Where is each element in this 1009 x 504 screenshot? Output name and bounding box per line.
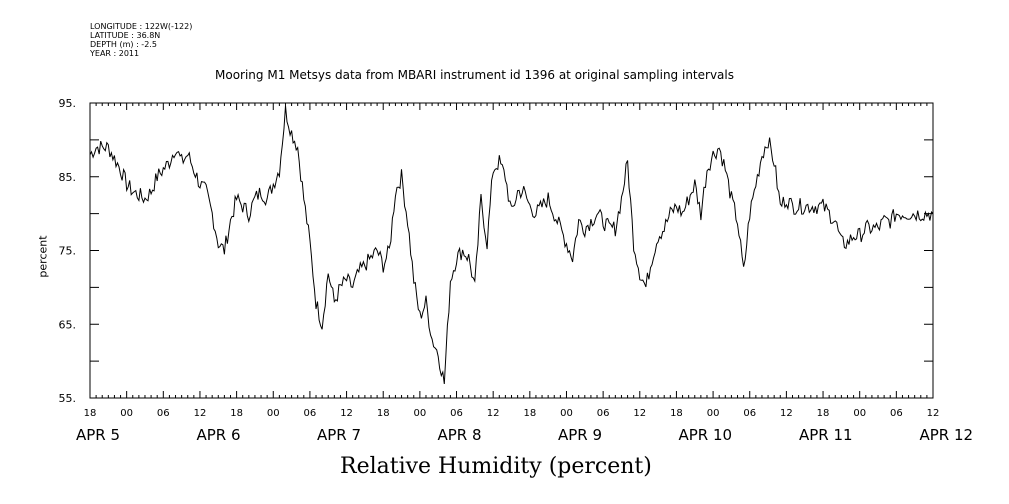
x-tick-label: 18 [84,408,97,419]
x-tick-label: 00 [267,408,280,419]
x-tick-label: 06 [743,408,756,419]
x-tick-label: 18 [230,408,243,419]
x-tick-label: 06 [304,408,317,419]
x-tick-label: 12 [927,408,940,419]
metadata-block: LONGITUDE : 122W(-122) LATITUDE : 36.8N … [90,22,192,58]
latitude-text: LATITUDE : 36.8N [90,31,161,40]
year-text: YEAR : 2011 [90,49,140,58]
x-day-label: APR 11 [799,426,853,444]
x-tick-label: 06 [597,408,610,419]
x-tick-label: 18 [670,408,683,419]
y-tick-label: 65. [59,318,77,331]
x-tick-label: 18 [523,408,536,419]
chart-title: Mooring M1 Metsys data from MBARI instru… [215,68,734,82]
x-tick-label: 00 [853,408,866,419]
x-tick-label: 12 [340,408,353,419]
longitude-text: LONGITUDE : 122W(-122) [90,22,193,31]
series-line [89,105,934,385]
x-day-label: APR 10 [679,426,733,444]
x-tick-label: 12 [194,408,207,419]
x-tick-label: 06 [157,408,170,419]
y-tick-label: 95. [59,97,77,110]
x-tick-label: 00 [707,408,720,419]
x-axis-title: Relative Humidity (percent) [340,454,652,479]
x-tick-label: 12 [780,408,793,419]
plot-frame [89,102,934,399]
y-tick-label: 55. [59,392,77,405]
x-tick-label: 18 [817,408,830,419]
x-day-label: APR 7 [317,426,361,444]
depth-text: DEPTH (m) : -2.5 [90,40,157,49]
x-tick-label: 00 [414,408,427,419]
x-tick-label: 06 [450,408,463,419]
x-tick-label: 00 [560,408,573,419]
y-tick-label: 75. [59,245,77,258]
x-day-label: APR 9 [558,426,602,444]
x-tick-label: 06 [890,408,903,419]
x-day-label: APR 6 [197,426,241,444]
x-tick-label: 00 [120,408,133,419]
x-tick-label: 12 [487,408,500,419]
x-day-label: APR 12 [920,426,974,444]
x-day-label: APR 8 [438,426,482,444]
x-day-label: APR 5 [76,426,120,444]
x-tick-label: 12 [633,408,646,419]
y-tick-label: 85. [59,171,77,184]
x-tick-label: 18 [377,408,390,419]
